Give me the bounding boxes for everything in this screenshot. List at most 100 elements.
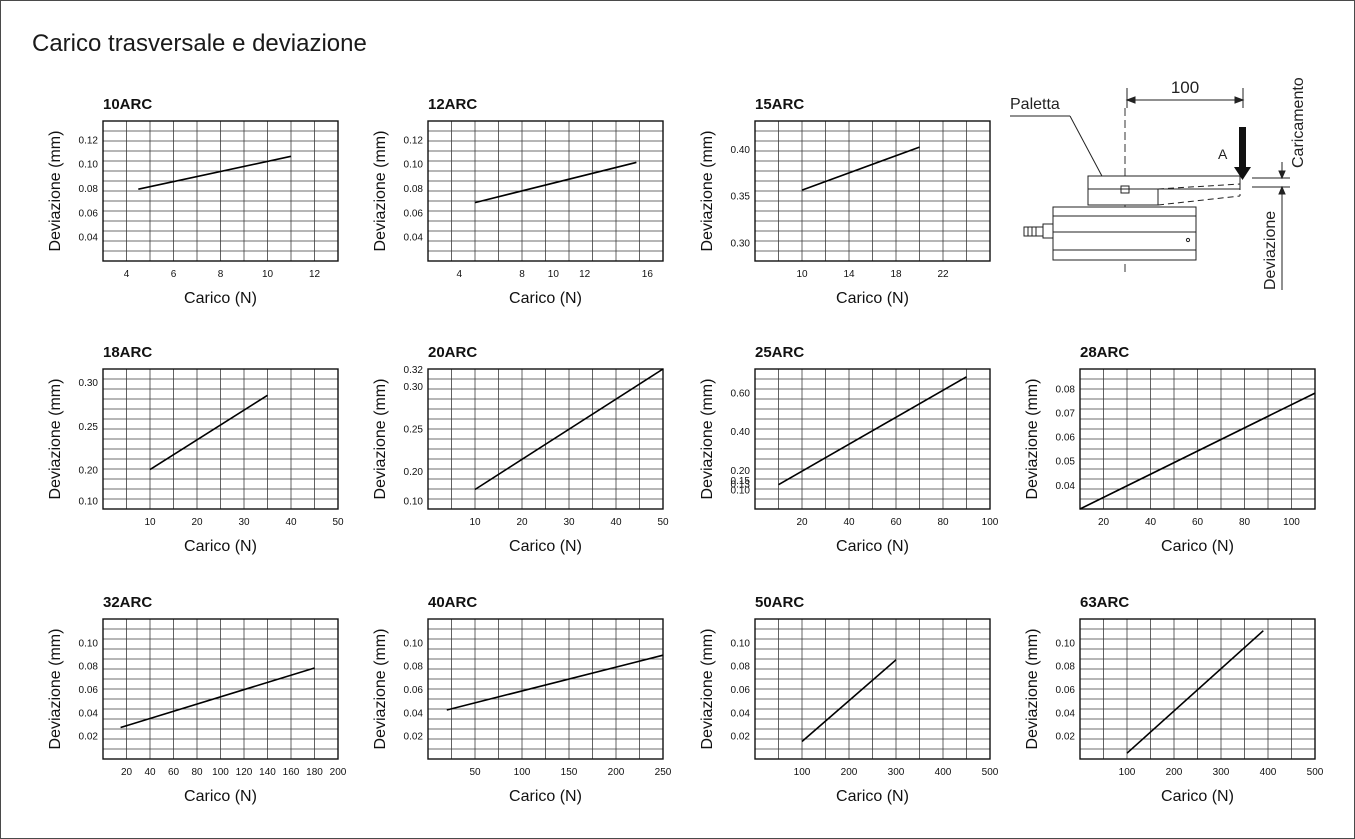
x-tick-label: 400 [935, 767, 952, 778]
chart-10arc: 10ARC 4 6 8 10 12 0.04 0.06 0.08 0.10 0.12 Carico (… [47, 96, 339, 307]
x-tick-label: 40 [843, 517, 855, 528]
y-axis-label: Deviazione (mm) [699, 379, 716, 500]
load-label: Caricamento [1290, 77, 1307, 168]
y-tick-label: 0.12 [79, 135, 99, 146]
x-axis-label: Carico (N) [184, 538, 257, 555]
x-axis-label: Carico (N) [836, 290, 909, 307]
chart-20arc: 20ARC 10 20 30 40 50 0.10 0.20 0.25 0.30 0.32 Caric… [372, 344, 669, 555]
y-tick-label: 0.08 [404, 184, 424, 195]
y-axis-label: Deviazione (mm) [47, 131, 64, 252]
deflected-paddle [1157, 183, 1241, 206]
y-tick-label: 0.30 [731, 238, 751, 249]
chart-title: 18ARC [103, 344, 152, 361]
x-tick-label: 50 [469, 767, 481, 778]
x-tick-label: 100 [514, 767, 531, 778]
x-tick-label: 10 [796, 269, 808, 280]
chart-title: 32ARC [103, 594, 152, 611]
x-tick-label: 14 [843, 269, 855, 280]
x-tick-label: 40 [610, 517, 622, 528]
distance-dimension [1125, 88, 1245, 108]
y-tick-label: 0.15 [731, 476, 751, 487]
y-tick-label: 0.06 [1056, 433, 1076, 444]
series-line [778, 376, 967, 486]
x-tick-label: 200 [330, 767, 347, 778]
x-tick-label: 200 [841, 767, 858, 778]
series-line [1126, 630, 1264, 754]
y-tick-label: 0.40 [731, 427, 751, 438]
x-axis-label: Carico (N) [509, 788, 582, 805]
chart-12arc: 12ARC 4 8 10 12 16 0.04 0.06 0.08 0.10 0.12 Carico … [372, 96, 664, 307]
y-tick-label: 0.35 [731, 192, 751, 203]
x-tick-label: 250 [655, 767, 672, 778]
x-tick-label: 10 [262, 269, 274, 280]
y-tick-label: 0.04 [404, 233, 424, 244]
y-tick-label: 0.30 [404, 382, 424, 393]
chart-title: 28ARC [1080, 344, 1129, 361]
x-tick-label: 300 [888, 767, 905, 778]
y-axis-label: Deviazione (mm) [372, 379, 389, 500]
force-label: A [1218, 146, 1228, 162]
series-line [149, 394, 268, 471]
chart-18arc: 18ARC 10 20 30 40 50 0.10 0.20 0.25 0.30 Carico (N… [47, 344, 344, 555]
x-tick-label: 140 [259, 767, 276, 778]
x-tick-label: 4 [457, 269, 463, 280]
plot-frame [754, 120, 991, 262]
x-tick-label: 8 [218, 269, 224, 280]
y-tick-label: 0.04 [1056, 708, 1076, 719]
x-tick-label: 120 [236, 767, 253, 778]
y-tick-label: 0.04 [79, 233, 99, 244]
x-tick-label: 100 [1283, 517, 1300, 528]
y-tick-label: 0.60 [731, 388, 751, 399]
x-axis-label: Carico (N) [184, 290, 257, 307]
series-line [801, 146, 920, 191]
y-tick-label: 0.10 [79, 638, 99, 649]
x-tick-label: 150 [561, 767, 578, 778]
x-tick-label: 20 [796, 517, 808, 528]
chart-50arc: 50ARC 100 200 300 400 500 0.02 0.04 0.06 0.08 0.10… [699, 594, 999, 805]
y-tick-label: 0.25 [404, 424, 424, 435]
y-tick-label: 0.10 [404, 160, 424, 171]
x-tick-label: 22 [937, 269, 949, 280]
y-axis-label: Deviazione (mm) [1024, 629, 1041, 750]
x-tick-label: 10 [144, 517, 156, 528]
y-tick-label: 0.10 [404, 497, 424, 508]
y-axis-label: Deviazione (mm) [699, 629, 716, 750]
y-tick-label: 0.07 [1056, 408, 1076, 419]
y-axis-label: Deviazione (mm) [1024, 379, 1041, 500]
y-tick-label: 0.05 [1056, 457, 1076, 468]
x-axis-label: Carico (N) [1161, 788, 1234, 805]
x-tick-label: 20 [516, 517, 528, 528]
y-tick-label: 0.06 [79, 685, 99, 696]
plot-frame [1079, 368, 1316, 510]
x-tick-label: 12 [309, 269, 321, 280]
x-axis-label: Carico (N) [836, 788, 909, 805]
x-tick-label: 80 [191, 767, 203, 778]
chart-title: 40ARC [428, 594, 477, 611]
y-tick-label: 0.30 [79, 378, 99, 389]
y-tick-label: 0.10 [79, 160, 99, 171]
chart-title: 10ARC [103, 96, 152, 113]
x-tick-label: 100 [1119, 767, 1136, 778]
plot-frame [1079, 618, 1316, 760]
y-tick-label: 0.04 [731, 708, 751, 719]
y-tick-label: 0.10 [731, 486, 751, 497]
x-axis-label: Carico (N) [509, 538, 582, 555]
x-tick-label: 500 [1307, 767, 1324, 778]
x-tick-label: 50 [332, 517, 344, 528]
x-axis-label: Carico (N) [1161, 538, 1234, 555]
x-tick-label: 4 [124, 269, 130, 280]
y-tick-label: 0.06 [404, 208, 424, 219]
x-axis-label: Carico (N) [184, 788, 257, 805]
x-axis-label: Carico (N) [509, 290, 582, 307]
plot-frame [102, 120, 339, 262]
x-tick-label: 80 [1239, 517, 1251, 528]
x-tick-label: 100 [982, 517, 999, 528]
paddle-leader [1010, 115, 1104, 179]
x-tick-label: 50 [657, 517, 669, 528]
x-tick-label: 100 [212, 767, 229, 778]
y-axis-label: Deviazione (mm) [372, 629, 389, 750]
plot-frame [102, 368, 339, 510]
series-line [474, 161, 637, 204]
x-tick-label: 20 [191, 517, 203, 528]
